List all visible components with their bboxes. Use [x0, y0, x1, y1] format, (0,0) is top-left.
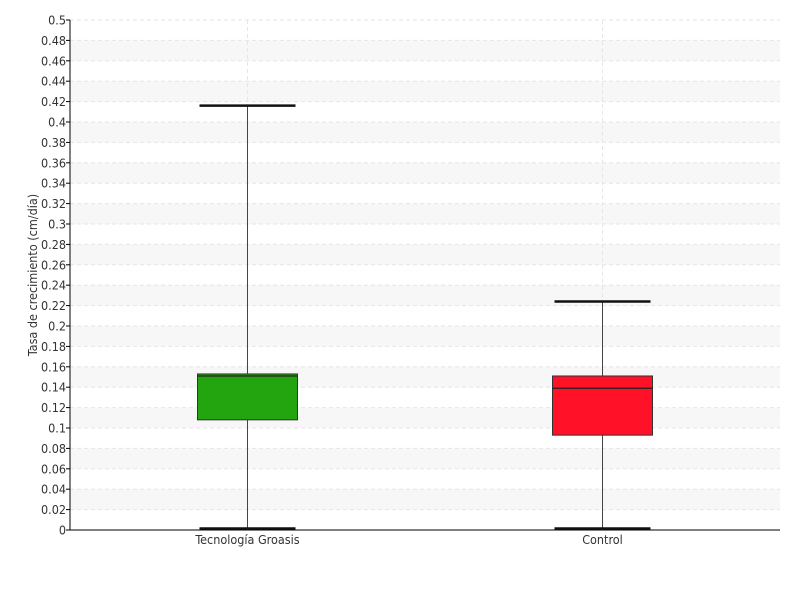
- grid-band: [70, 489, 780, 510]
- y-tick-label: 0.02: [41, 502, 66, 517]
- y-tick-label: 0.42: [41, 94, 66, 109]
- y-tick-label: 0.26: [41, 257, 66, 272]
- grid-bands: [70, 40, 780, 510]
- y-tick-label: 0.1: [48, 421, 66, 436]
- x-tick-label: Control: [582, 532, 623, 547]
- y-tick-label: 0.08: [41, 441, 66, 456]
- y-tick-label: 0.18: [41, 339, 66, 354]
- y-tick-label: 0.4: [48, 115, 66, 130]
- grid-band: [70, 203, 780, 224]
- y-tick-label: 0.48: [41, 33, 66, 48]
- y-tick-label: 0.28: [41, 237, 66, 252]
- grid-lines: [70, 19, 780, 530]
- grid-band: [70, 366, 780, 388]
- x-tick-label: Tecnología Groasis: [194, 532, 299, 547]
- grid-band: [70, 285, 780, 306]
- y-tick-label: 0.5: [48, 13, 66, 28]
- box-1: [552, 300, 653, 530]
- y-tick-label: 0.44: [41, 74, 66, 89]
- grid-band: [70, 122, 780, 143]
- y-tick-label: 0.04: [41, 482, 66, 497]
- x-ticks: Tecnología Groasis Control: [194, 532, 622, 547]
- grid-band: [70, 326, 780, 347]
- y-tick-label: 0.34: [41, 176, 66, 191]
- y-axis-label: Tasa de crecimiento (cm/día): [25, 194, 40, 357]
- y-tick-label: 0.38: [41, 135, 66, 150]
- y-tick-label: 0.36: [41, 155, 66, 170]
- y-tick-label: 0.16: [41, 359, 66, 374]
- box-iqr: [552, 375, 653, 436]
- y-tick-label: 0.22: [41, 298, 66, 313]
- y-ticks: 0 0.02 0.04 0.06 0.08 0.1 0.12 0.14 0.16 0.18 0.2 0…: [41, 13, 70, 538]
- y-tick-label: 0.3: [48, 217, 66, 232]
- box-iqr: [197, 373, 298, 421]
- grid-band: [70, 81, 780, 102]
- grid-band: [70, 244, 780, 265]
- axes: [69, 20, 780, 531]
- boxes: [197, 104, 653, 530]
- y-tick-label: 0.12: [41, 400, 66, 415]
- y-tick-label: 0.14: [41, 380, 66, 395]
- grid-band: [70, 162, 780, 184]
- y-tick-label: 0: [59, 523, 66, 538]
- y-tick-label: 0.06: [41, 461, 66, 476]
- grid-band: [70, 407, 780, 428]
- grid-band: [70, 40, 780, 61]
- box-0: [197, 104, 298, 530]
- y-tick-label: 0.32: [41, 196, 66, 211]
- y-tick-label: 0.46: [41, 53, 66, 68]
- y-tick-label: 0.24: [41, 278, 66, 293]
- y-tick-label: 0.2: [48, 319, 66, 334]
- grid-band: [70, 448, 780, 469]
